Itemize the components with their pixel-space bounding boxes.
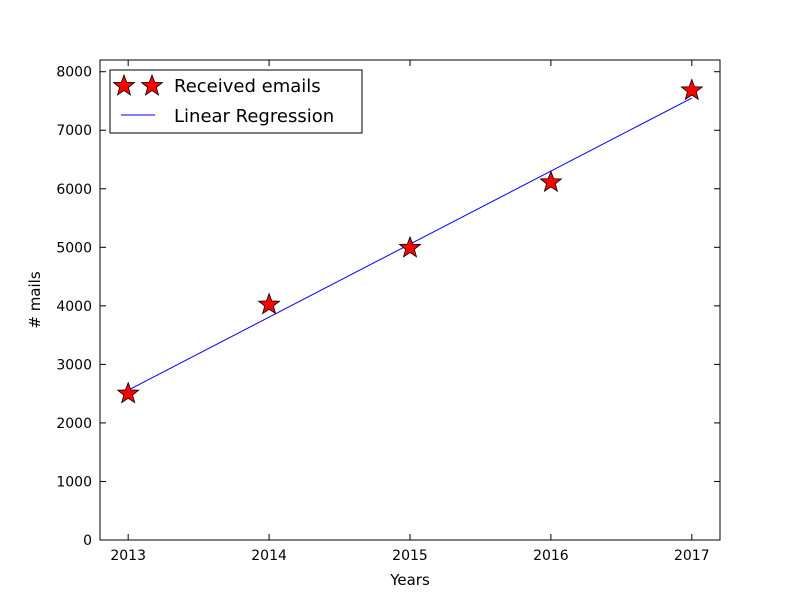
legend: Received emails Linear Regression [109,69,363,134]
data-point-received-emails [116,381,140,404]
x-tick-label: 2013 [110,548,146,564]
x-tick-label: 2017 [674,548,710,564]
legend-star-icon [112,73,136,96]
y-tick-label: 7000 [56,123,92,139]
x-tick-label: 2015 [392,548,428,564]
data-point-received-emails [539,170,563,193]
y-tick-label: 1000 [56,474,92,490]
plot-area [116,78,704,404]
y-axis-label: # mails [26,271,44,328]
x-tick-label: 2014 [251,548,287,564]
x-axis-label: Years [389,571,430,589]
x-tick-label: 2016 [533,548,569,564]
legend-label-received-emails: Received emails [174,76,321,97]
y-tick-label: 4000 [56,299,92,315]
legend-label-linear-regression: Linear Regression [174,106,334,127]
data-point-received-emails [257,292,281,315]
data-point-received-emails [680,78,704,101]
data-point-received-emails [398,235,422,258]
y-tick-label: 8000 [56,65,92,81]
y-tick-label: 3000 [56,357,92,373]
legend-marker-received-emails [112,73,164,96]
y-tick-label: 5000 [56,240,92,256]
y-tick-label: 2000 [56,416,92,432]
legend-star-icon [140,73,164,96]
y-tick-label: 6000 [56,182,92,198]
y-tick-label: 0 [83,533,92,549]
axes: 2013 2014 2015 2016 2017 0 1000 2000 3000 4000 500… [56,59,721,564]
